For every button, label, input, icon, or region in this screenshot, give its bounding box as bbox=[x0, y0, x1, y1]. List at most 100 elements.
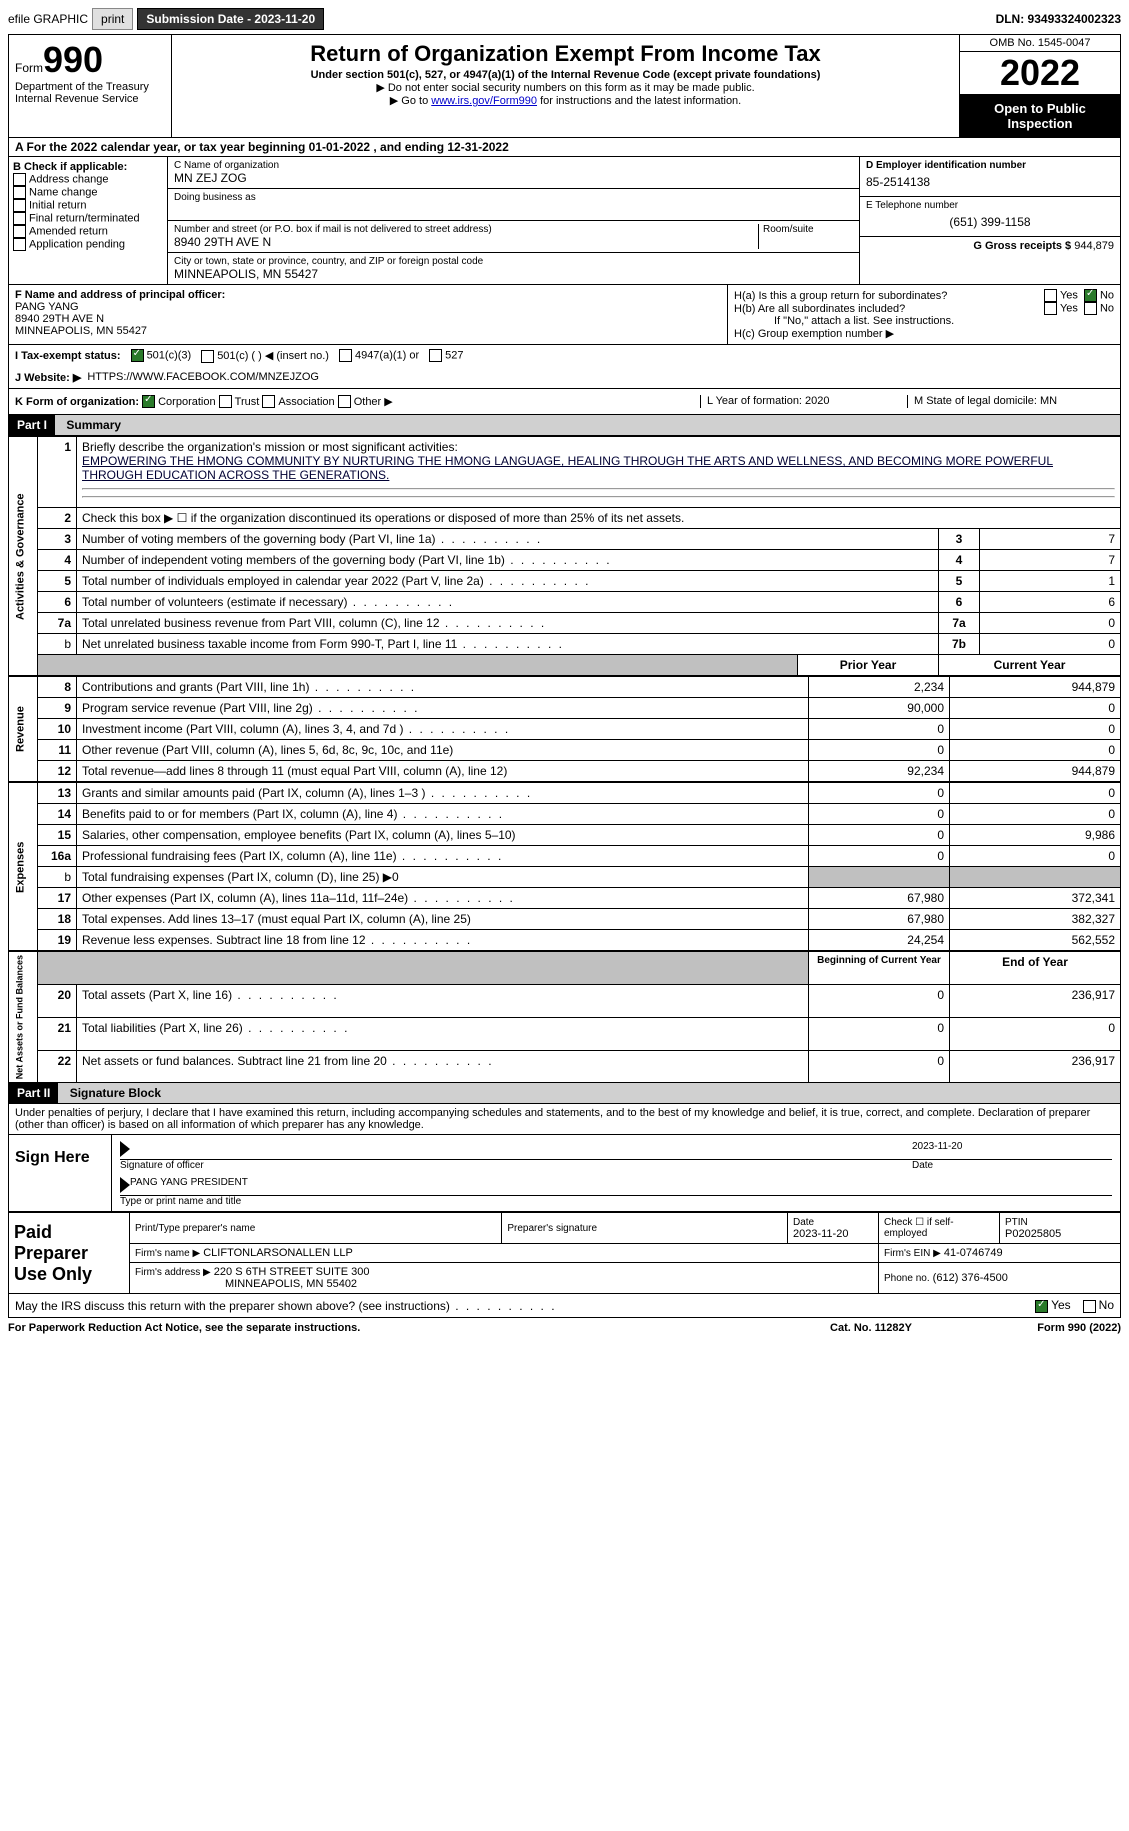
hb-yes[interactable]: Yes bbox=[1044, 302, 1078, 315]
org-address: 8940 29TH AVE N bbox=[174, 235, 754, 249]
line4: Number of independent voting members of … bbox=[77, 550, 939, 571]
arrow-icon bbox=[120, 1141, 130, 1157]
may-yes[interactable]: Yes bbox=[1035, 1298, 1071, 1312]
cb-app-pending[interactable]: Application pending bbox=[13, 238, 163, 251]
hb-label: H(b) Are all subordinates included? bbox=[734, 303, 1038, 315]
cat-no: Cat. No. 11282Y bbox=[771, 1322, 971, 1334]
irs-label: Internal Revenue Service bbox=[15, 93, 165, 105]
row-klm: K Form of organization: Corporation Trus… bbox=[8, 389, 1121, 416]
i-label: I Tax-exempt status: bbox=[15, 350, 121, 362]
part2-hdr: Part II bbox=[9, 1083, 58, 1103]
line22: Net assets or fund balances. Subtract li… bbox=[77, 1050, 809, 1083]
dba-label: Doing business as bbox=[174, 192, 853, 203]
open-inspection: Open to Public Inspection bbox=[960, 95, 1120, 137]
row-i: I Tax-exempt status: 501(c)(3) 501(c) ( … bbox=[8, 345, 1121, 367]
cb-address-change[interactable]: Address change bbox=[13, 173, 163, 186]
firm-addr1: 220 S 6TH STREET SUITE 300 bbox=[214, 1266, 370, 1278]
part1-bar: Part I Summary bbox=[8, 415, 1121, 436]
line2: Check this box ▶ ☐ if the organization d… bbox=[77, 508, 1121, 529]
section-fh: F Name and address of principal officer:… bbox=[8, 285, 1121, 345]
prep-self-emp[interactable]: Check ☐ if self-employed bbox=[879, 1213, 1000, 1244]
firm-ph-lbl: Phone no. bbox=[884, 1273, 930, 1284]
officer-name: PANG YANG bbox=[15, 301, 721, 313]
firm-addr-lbl: Firm's address ▶ bbox=[135, 1267, 211, 1278]
paperwork-notice: For Paperwork Reduction Act Notice, see … bbox=[8, 1322, 771, 1334]
submission-date-button[interactable]: Submission Date - 2023-11-20 bbox=[137, 8, 324, 30]
line10: Investment income (Part VIII, column (A)… bbox=[77, 719, 809, 740]
k-label: K Form of organization: bbox=[15, 396, 139, 408]
officer-printed: PANG YANG PRESIDENT bbox=[130, 1177, 248, 1193]
tax-year: 2022 bbox=[960, 52, 1120, 95]
bcy-hdr: Beginning of Current Year bbox=[809, 952, 950, 985]
print-button[interactable]: print bbox=[92, 8, 133, 30]
ha-no[interactable]: No bbox=[1084, 289, 1114, 302]
irs-link[interactable]: www.irs.gov/Form990 bbox=[431, 95, 537, 107]
efile-label: efile GRAPHIC bbox=[8, 12, 88, 26]
line11: Other revenue (Part VIII, column (A), li… bbox=[77, 740, 809, 761]
form-title: Return of Organization Exempt From Incom… bbox=[182, 41, 949, 67]
ein-value: 85-2514138 bbox=[866, 171, 1114, 193]
preparer-table: Paid Preparer Use Only Print/Type prepar… bbox=[8, 1212, 1121, 1294]
cb-corp[interactable]: Corporation bbox=[142, 396, 215, 408]
prep-name-lbl: Print/Type preparer's name bbox=[135, 1223, 496, 1234]
city-label: City or town, state or province, country… bbox=[174, 256, 853, 267]
officer-addr2: MINNEAPOLIS, MN 55427 bbox=[15, 325, 721, 337]
org-city: MINNEAPOLIS, MN 55427 bbox=[174, 267, 853, 281]
part2-title: Signature Block bbox=[62, 1086, 161, 1100]
dln-label: DLN: 93493324002323 bbox=[996, 12, 1121, 26]
cb-other[interactable]: Other ▶ bbox=[338, 396, 393, 408]
row-j: J Website: ▶ HTTPS://WWW.FACEBOOK.COM/MN… bbox=[8, 367, 1121, 389]
line13: Grants and similar amounts paid (Part IX… bbox=[77, 783, 809, 804]
firm-ein: 41-0746749 bbox=[944, 1247, 1003, 1259]
part1-title: Summary bbox=[58, 418, 121, 432]
cb-527[interactable]: 527 bbox=[429, 349, 463, 362]
hb-note: If "No," attach a list. See instructions… bbox=[734, 315, 1114, 327]
cb-final-return[interactable]: Final return/terminated bbox=[13, 212, 163, 225]
line18: Total expenses. Add lines 13–17 (must eq… bbox=[77, 909, 809, 930]
cb-assoc[interactable]: Association bbox=[262, 396, 334, 408]
cb-501c3[interactable]: 501(c)(3) bbox=[131, 349, 192, 362]
hb-no[interactable]: No bbox=[1084, 302, 1114, 315]
may-no[interactable]: No bbox=[1083, 1298, 1114, 1312]
firm-ein-lbl: Firm's EIN ▶ bbox=[884, 1248, 941, 1259]
sig-officer-label: Signature of officer bbox=[120, 1160, 912, 1171]
form-number: 990 bbox=[43, 39, 103, 80]
sec-rev: Revenue bbox=[9, 677, 38, 782]
b-label: B Check if applicable: bbox=[13, 161, 163, 173]
omb-number: OMB No. 1545-0047 bbox=[960, 35, 1120, 52]
row-a-period: A For the 2022 calendar year, or tax yea… bbox=[8, 138, 1121, 157]
cb-501c[interactable]: 501(c) ( ) ◀ (insert no.) bbox=[201, 349, 329, 363]
sign-date: 2023-11-20 bbox=[912, 1141, 1112, 1157]
part1-hdr: Part I bbox=[9, 415, 55, 435]
line3: Number of voting members of the governin… bbox=[77, 529, 939, 550]
prep-date-lbl: Date bbox=[793, 1217, 814, 1228]
cb-initial-return[interactable]: Initial return bbox=[13, 199, 163, 212]
prep-date: 2023-11-20 bbox=[793, 1228, 848, 1240]
subtitle-2: ▶ Do not enter social security numbers o… bbox=[182, 81, 949, 94]
line20: Total assets (Part X, line 16) bbox=[77, 984, 809, 1017]
ha-label: H(a) Is this a group return for subordin… bbox=[734, 290, 1038, 302]
sec-ag: Activities & Governance bbox=[9, 437, 38, 676]
cy-hdr: Current Year bbox=[939, 655, 1121, 676]
may-question: May the IRS discuss this return with the… bbox=[15, 1299, 1035, 1313]
subtitle-3: ▶ Go to www.irs.gov/Form990 for instruct… bbox=[182, 94, 949, 107]
arrow-icon bbox=[120, 1177, 130, 1193]
tel-value: (651) 399-1158 bbox=[866, 211, 1114, 233]
form-header: Form990 Department of the Treasury Inter… bbox=[8, 34, 1121, 138]
c-name-label: C Name of organization bbox=[174, 160, 853, 171]
cb-trust[interactable]: Trust bbox=[219, 396, 260, 408]
cb-name-change[interactable]: Name change bbox=[13, 186, 163, 199]
form-word: Form bbox=[15, 61, 43, 75]
cb-4947[interactable]: 4947(a)(1) or bbox=[339, 349, 419, 362]
line17: Other expenses (Part IX, column (A), lin… bbox=[77, 888, 809, 909]
firm-name-lbl: Firm's name ▶ bbox=[135, 1248, 200, 1259]
may-discuss-row: May the IRS discuss this return with the… bbox=[8, 1294, 1121, 1317]
top-bar: efile GRAPHIC print Submission Date - 20… bbox=[8, 8, 1121, 30]
line7b: Net unrelated business taxable income fr… bbox=[77, 634, 939, 655]
cb-amended[interactable]: Amended return bbox=[13, 225, 163, 238]
firm-name: CLIFTONLARSONALLEN LLP bbox=[203, 1247, 353, 1259]
ein-label: D Employer identification number bbox=[866, 160, 1114, 171]
line21: Total liabilities (Part X, line 26) bbox=[77, 1017, 809, 1050]
ha-yes[interactable]: Yes bbox=[1044, 289, 1078, 302]
sec-exp: Expenses bbox=[9, 783, 38, 951]
